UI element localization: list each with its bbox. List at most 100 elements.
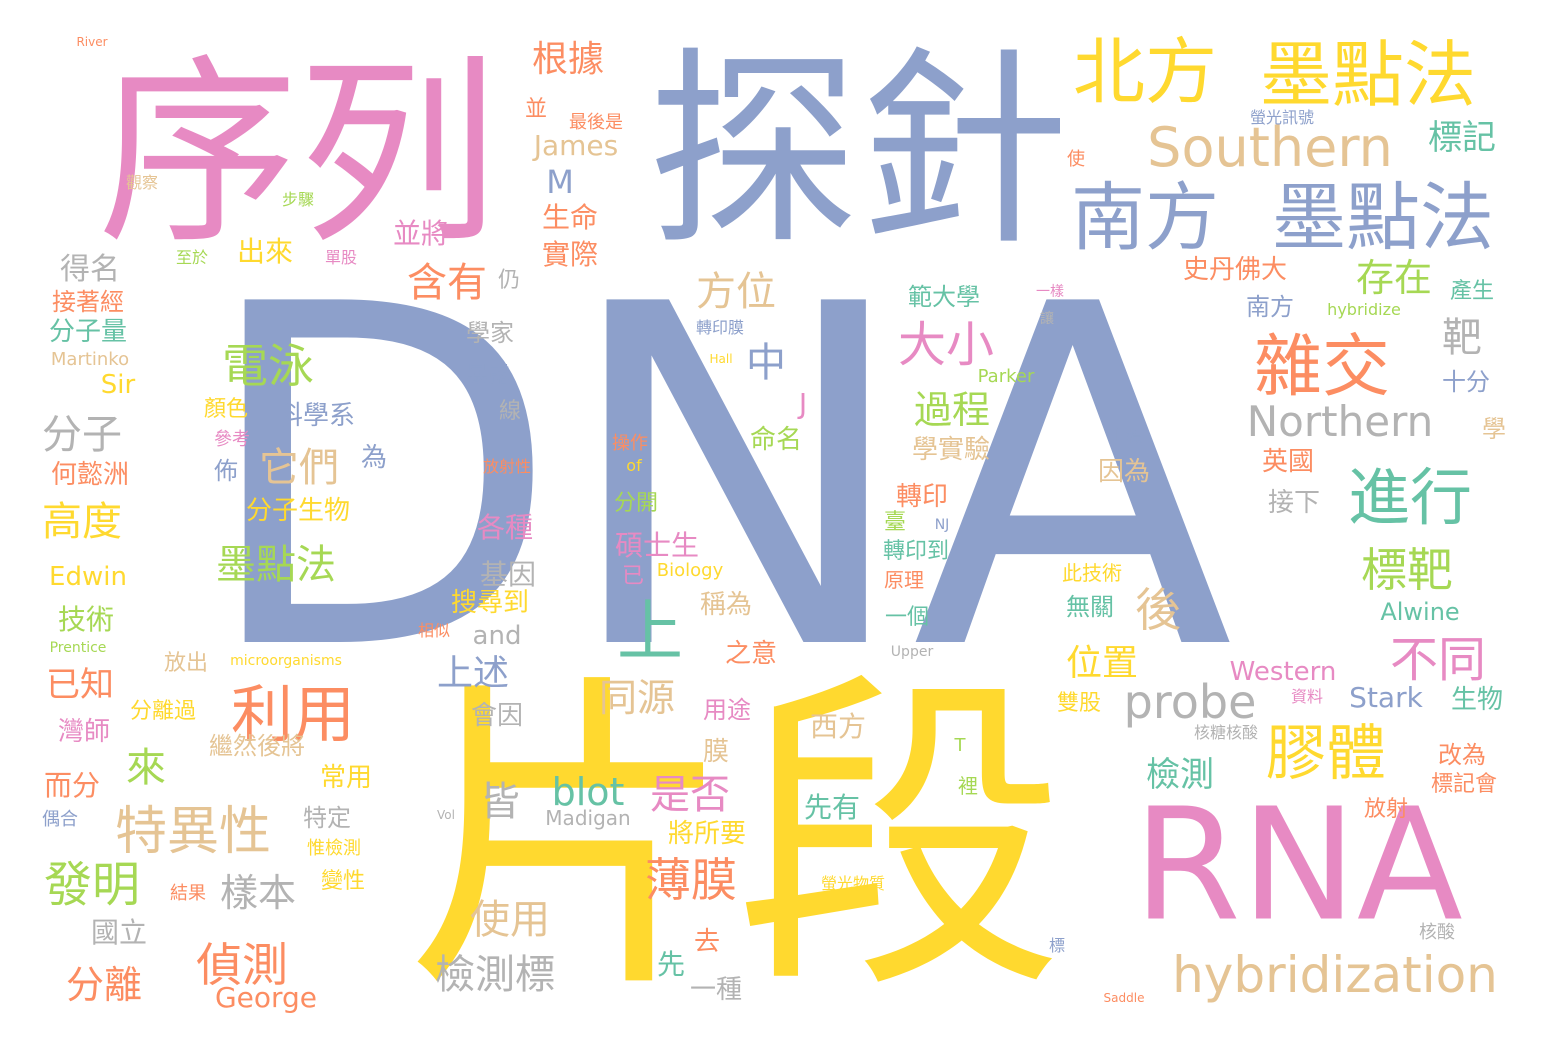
word: 線: [498, 399, 522, 424]
word: of: [626, 456, 642, 475]
word: 靶: [1442, 315, 1482, 361]
word: 轉印膜: [695, 318, 745, 337]
word: 分離過: [129, 699, 197, 724]
word: 接著經: [52, 288, 124, 316]
word: 觀察: [125, 173, 159, 192]
word: 步驟: [281, 190, 315, 209]
word: 發明: [43, 857, 141, 913]
word: 最後是: [569, 112, 623, 133]
word: 基因: [479, 558, 537, 591]
word: hybridize: [1327, 300, 1401, 319]
word: 轉印: [895, 482, 949, 512]
word: 是否: [650, 772, 730, 818]
word: Martinko: [50, 349, 130, 370]
word: 西方: [809, 710, 867, 743]
word: 偶合: [42, 809, 78, 830]
word: 範大學: [908, 283, 980, 311]
word: 常用: [319, 763, 373, 793]
word: 學: [1482, 415, 1506, 443]
word: Alwine: [1380, 598, 1460, 626]
word: 產生: [1449, 279, 1495, 304]
word: 裡: [958, 774, 978, 798]
word: 標靶: [1361, 543, 1453, 597]
word: 已: [621, 564, 645, 589]
word: 後: [1135, 583, 1181, 637]
word: 一種: [689, 975, 743, 1005]
word: 資料: [1290, 687, 1324, 706]
word: DNA: [198, 206, 1234, 753]
word: 分子生物: [245, 496, 351, 526]
word: 十分: [1442, 368, 1490, 396]
word: Parker: [977, 366, 1035, 387]
word: 顏色: [203, 397, 249, 422]
word: George: [214, 981, 318, 1014]
word: 已知: [46, 665, 114, 705]
word: 接下: [1267, 488, 1321, 518]
word: 讓: [1040, 311, 1054, 327]
word: 學家: [466, 319, 514, 347]
word: 標記會: [1430, 772, 1498, 797]
word: 因為: [1097, 457, 1151, 487]
word: 墨點法: [1272, 175, 1494, 261]
word: Edwin: [49, 562, 127, 592]
word: 螢光訊號: [1249, 108, 1315, 127]
word: hybridization: [1172, 946, 1498, 1004]
word: 灣師: [57, 717, 111, 747]
word: 生物: [1450, 685, 1504, 715]
word: 特異性: [114, 802, 272, 862]
word: Upper: [890, 644, 934, 660]
word: 存在: [1355, 256, 1433, 300]
word: 技術: [57, 603, 115, 636]
word: 改為: [1438, 741, 1486, 769]
word: 雜交: [1253, 328, 1391, 407]
word: 來: [126, 745, 166, 791]
word: Western: [1229, 657, 1337, 687]
word: and: [472, 621, 522, 651]
word: Biology: [656, 560, 724, 581]
word: 分開: [613, 491, 659, 516]
word: J: [798, 387, 808, 420]
word: 惟檢測: [307, 838, 361, 859]
word: 分離: [65, 963, 143, 1007]
word: 轉印到: [882, 539, 950, 564]
word: 學實驗: [911, 435, 991, 465]
word: 仍: [497, 268, 521, 293]
word: 會因: [470, 701, 524, 731]
word: 根據: [531, 39, 605, 80]
word: 片段: [405, 648, 1065, 1032]
word: 分子量: [48, 317, 128, 347]
word: 得名: [60, 252, 120, 287]
word: 膠體: [1266, 719, 1386, 789]
word: 上: [617, 593, 683, 670]
word: 放出: [163, 651, 209, 676]
word: 放射: [1363, 797, 1409, 822]
word: 位置: [1065, 643, 1139, 684]
word: James: [533, 129, 619, 162]
word: 參考: [214, 429, 250, 450]
word: 雙股: [1056, 691, 1102, 716]
word: 用途: [703, 696, 751, 724]
word: 繼然後將: [209, 732, 305, 760]
word: 偵測: [196, 938, 288, 992]
word: 碩士生: [614, 529, 700, 562]
word: 皆: [480, 779, 520, 825]
word: 先有: [803, 791, 861, 824]
word: Southern: [1147, 116, 1393, 179]
word: Stark: [1349, 681, 1423, 714]
word: 先: [656, 948, 686, 981]
word: 它們: [259, 445, 339, 491]
word: 使: [1067, 149, 1085, 170]
word: 過程: [913, 388, 991, 432]
word: 將所要: [667, 819, 747, 849]
word: 核酸: [1419, 922, 1455, 943]
word: 而分: [43, 769, 101, 802]
word: 各種: [476, 511, 534, 544]
word: 結果: [170, 883, 206, 904]
word: 檢測標: [435, 952, 555, 998]
word: 利用: [230, 678, 356, 751]
word: 並: [524, 97, 548, 122]
word: 放射性: [482, 457, 532, 476]
word: 探針: [647, 29, 1069, 274]
word: 無關: [1066, 593, 1114, 621]
